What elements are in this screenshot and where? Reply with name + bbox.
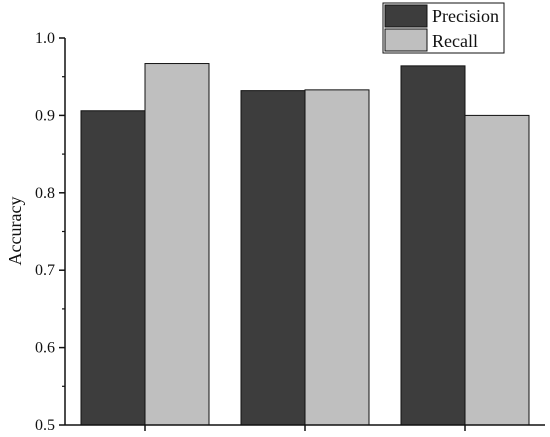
y-axis-title: Accuracy <box>5 197 25 266</box>
bar-recall-1 <box>144 63 210 426</box>
bar-recall-3 <box>464 114 530 426</box>
legend: Precision Recall <box>382 2 505 54</box>
y-tick-label: 0.7 <box>35 262 55 279</box>
y-tick-label: 0.9 <box>35 107 55 124</box>
legend-label-precision: Precision <box>432 6 499 26</box>
x-ticks-group <box>144 425 466 431</box>
legend-swatch-precision <box>384 4 428 28</box>
bar-recall-2 <box>304 89 370 426</box>
y-tick-label: 0.5 <box>35 417 55 434</box>
bar-precision-1 <box>80 110 146 426</box>
y-tick-label: 0.6 <box>35 340 55 357</box>
legend-swatch-recall <box>384 28 428 52</box>
bar-precision-3 <box>400 65 466 426</box>
y-tick-label: 1.0 <box>35 30 55 47</box>
legend-label-recall: Recall <box>432 31 478 51</box>
y-ticks-group: 0.5 0.6 0.7 0.8 0.9 1.0 <box>35 30 65 434</box>
bar-precision-2 <box>240 90 306 426</box>
bars-group <box>80 63 530 426</box>
y-tick-label: 0.8 <box>35 185 55 202</box>
